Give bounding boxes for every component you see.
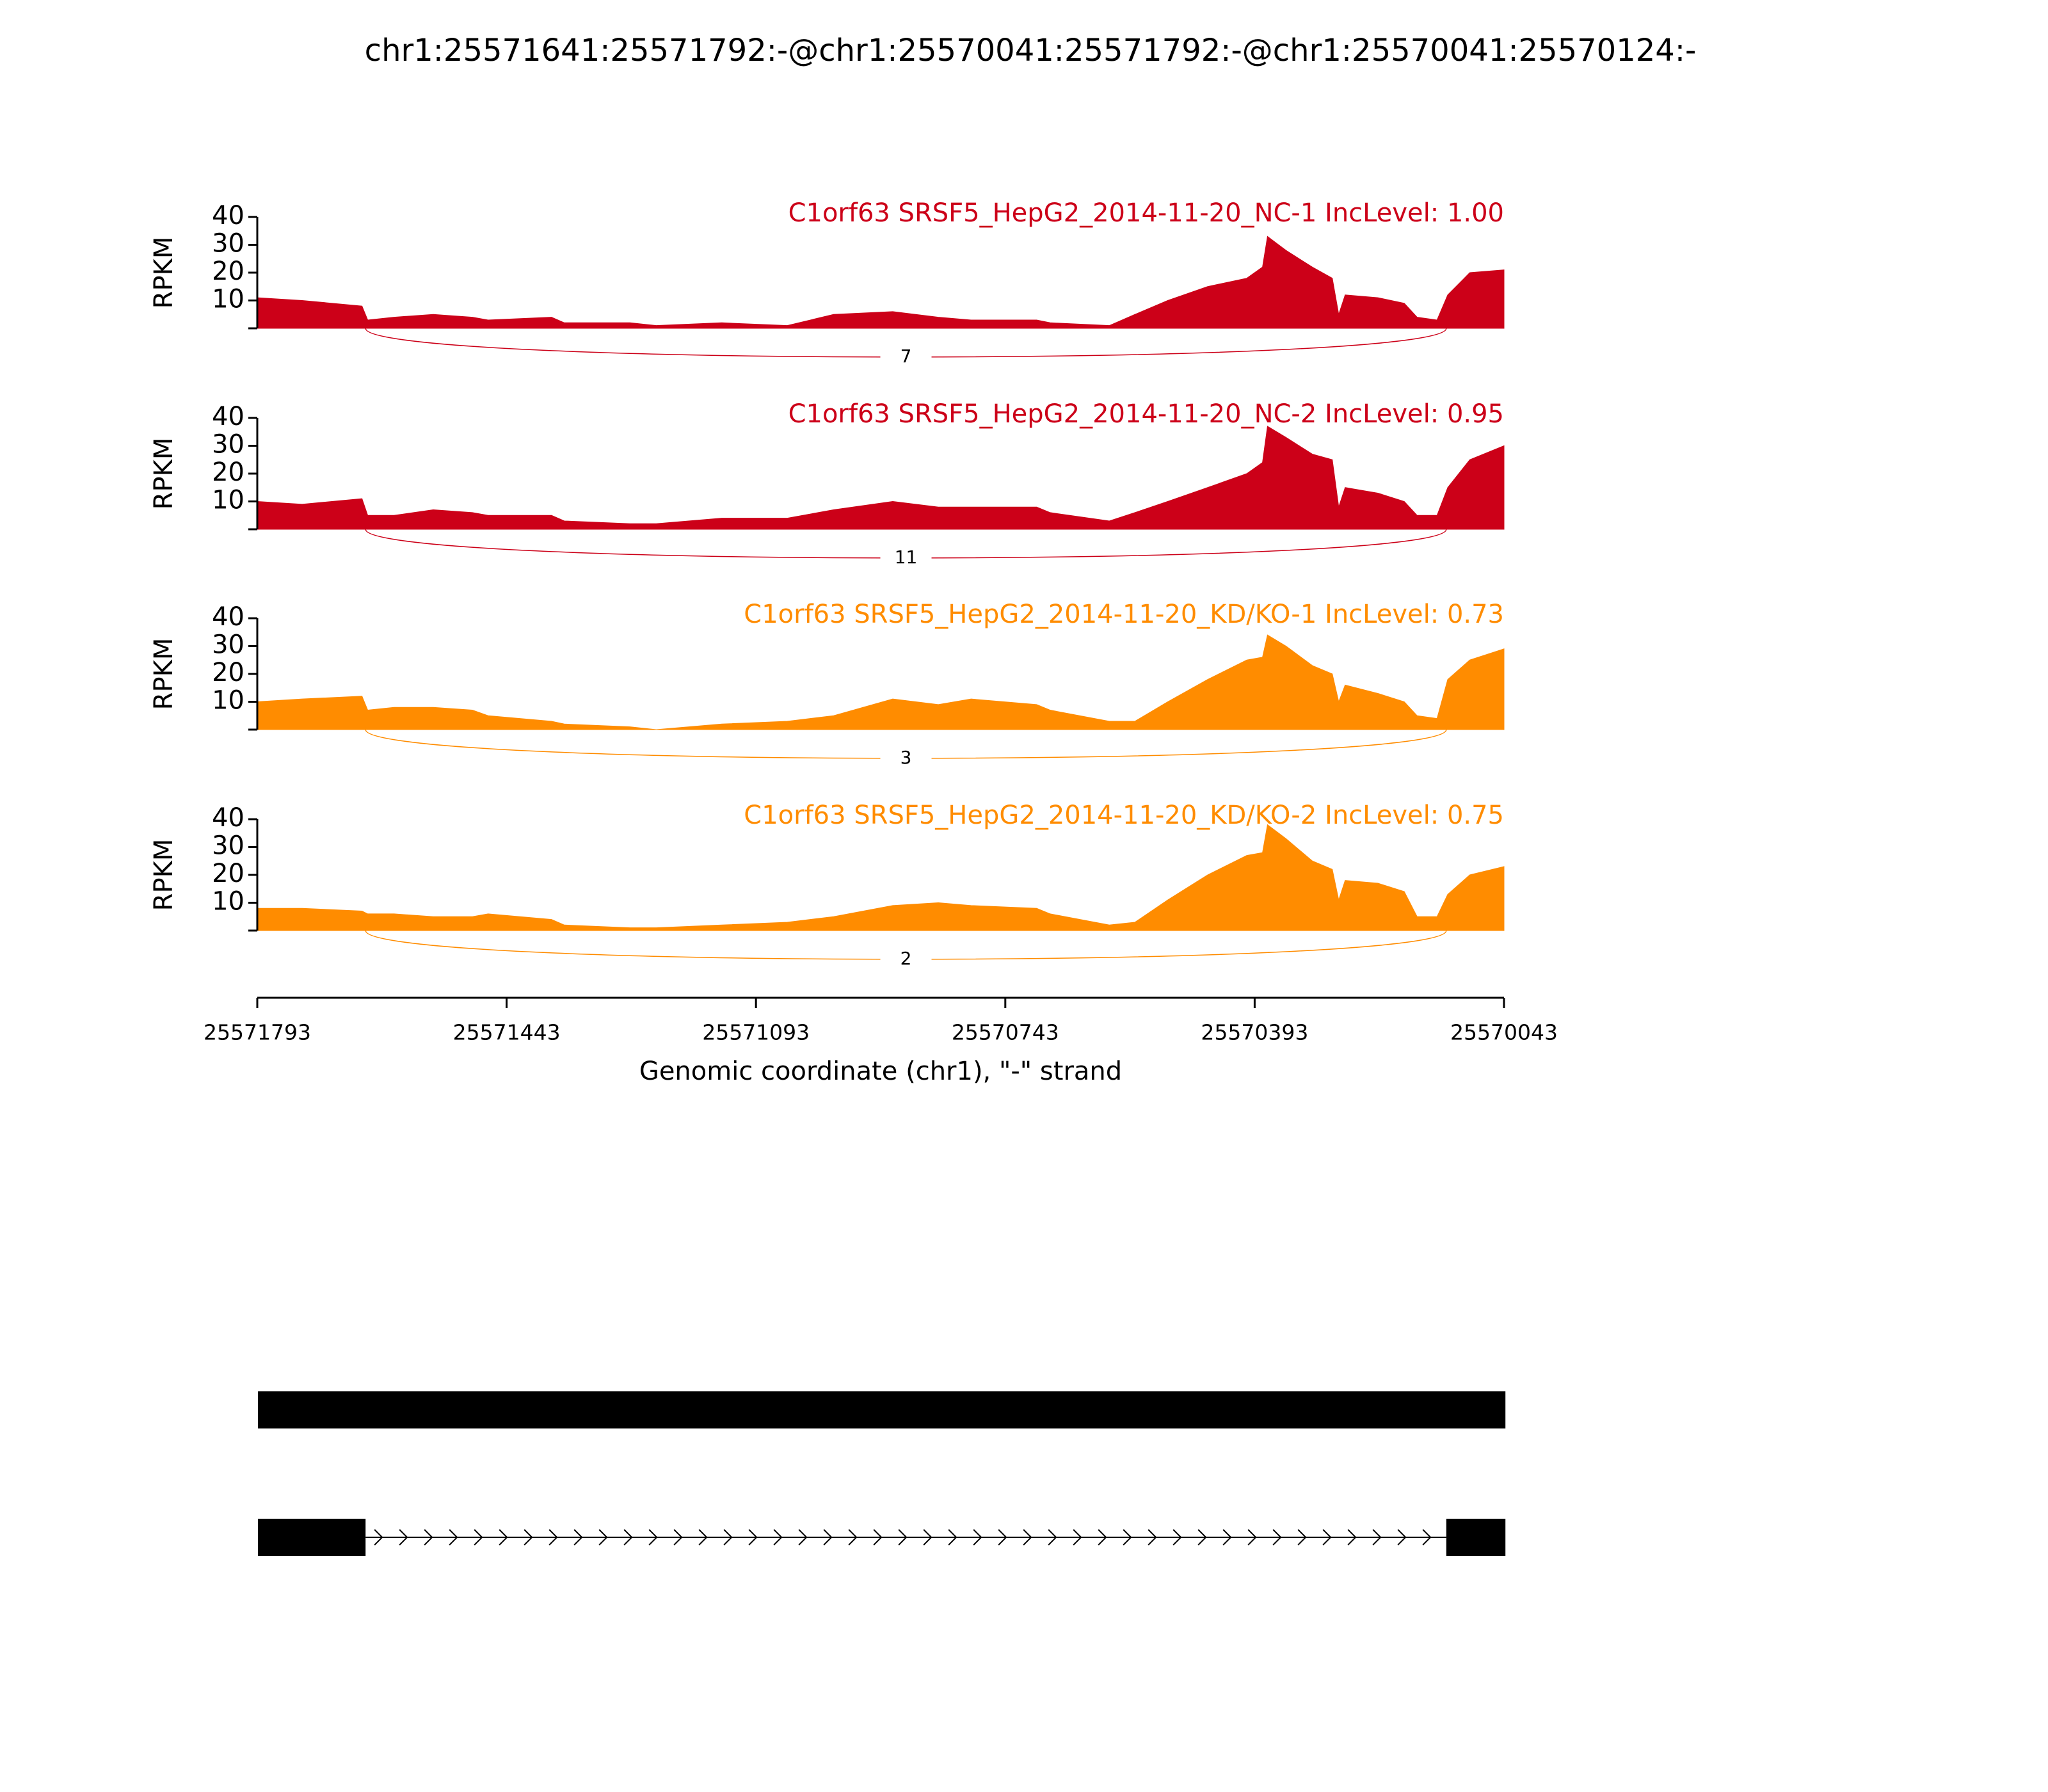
intron-chevron [1297, 1529, 1307, 1546]
intron-chevron [374, 1529, 383, 1546]
y-tick-label: 10 [212, 486, 244, 515]
intron-chevron [873, 1529, 883, 1546]
y-tick-label: 30 [212, 229, 244, 259]
intron-chevron [773, 1529, 783, 1546]
y-tick-label: 10 [212, 887, 244, 916]
exon [258, 1519, 366, 1556]
x-tick-label: 25570743 [952, 1020, 1059, 1045]
y-tick-label: 40 [212, 201, 244, 230]
intron-chevron [399, 1529, 408, 1546]
junction-label-bg [880, 346, 932, 369]
plot-title: chr1:25571641:25571792:-@chr1:25570041:2… [365, 33, 1697, 68]
junction-label-bg [880, 547, 932, 570]
y-axis-label: RPKM [149, 438, 179, 510]
x-tick-label: 25570393 [1201, 1020, 1308, 1045]
y-tick-label: 20 [212, 257, 244, 286]
intron-chevron [1123, 1529, 1132, 1546]
intron-chevron [1098, 1529, 1107, 1546]
junction-label-bg [880, 948, 932, 971]
panel-title: C1orf63 SRSF5_HepG2_2014-11-20_KD/KO-2 I… [744, 801, 1504, 830]
panel-title: C1orf63 SRSF5_HepG2_2014-11-20_NC-2 IncL… [788, 399, 1504, 429]
intron-chevron [1148, 1529, 1157, 1546]
exon [258, 1391, 1506, 1428]
y-tick-label: 10 [212, 686, 244, 716]
intron-chevron [623, 1529, 633, 1546]
intron-chevron [698, 1529, 708, 1546]
intron-chevron [424, 1529, 433, 1546]
intron-chevron [1048, 1529, 1057, 1546]
junction-count: 3 [900, 747, 912, 768]
y-tick-label: 20 [212, 458, 244, 487]
coverage-area [257, 426, 1505, 530]
intron-chevron [1422, 1529, 1432, 1546]
y-tick-label: 30 [212, 430, 244, 460]
x-axis-label: Genomic coordinate (chr1), "-" strand [639, 1057, 1122, 1086]
y-tick-label: 20 [212, 859, 244, 888]
coverage-area [257, 634, 1505, 730]
panel-title: C1orf63 SRSF5_HepG2_2014-11-20_KD/KO-1 I… [744, 600, 1504, 629]
intron-chevron [1073, 1529, 1082, 1546]
intron-chevron [1347, 1529, 1357, 1546]
x-tick-label: 25571443 [453, 1020, 561, 1045]
intron-chevron [648, 1529, 658, 1546]
intron-chevron [798, 1529, 808, 1546]
intron-chevron [1372, 1529, 1382, 1546]
y-axis-label: RPKM [149, 237, 179, 309]
intron-chevron [449, 1529, 458, 1546]
intron-chevron [1322, 1529, 1332, 1546]
y-tick-label: 20 [212, 658, 244, 687]
junction-count: 2 [900, 948, 912, 969]
exon [1446, 1519, 1506, 1556]
intron-chevron [823, 1529, 833, 1546]
x-tick-label: 25571093 [702, 1020, 810, 1045]
intron-chevron [573, 1529, 583, 1546]
y-tick-label: 10 [212, 285, 244, 314]
intron-chevron [598, 1529, 608, 1546]
intron-chevron [848, 1529, 858, 1546]
intron-chevron [1222, 1529, 1232, 1546]
intron-chevron [723, 1529, 733, 1546]
intron-chevron [499, 1529, 508, 1546]
intron-chevron [1197, 1529, 1207, 1546]
y-axis-label: RPKM [149, 839, 179, 911]
intron-chevron [748, 1529, 758, 1546]
junction-count: 7 [900, 346, 912, 367]
intron-chevron [973, 1529, 982, 1546]
x-tick-label: 25570043 [1450, 1020, 1558, 1045]
intron-chevron [998, 1529, 1007, 1546]
coverage-area [257, 824, 1505, 931]
intron-chevron [673, 1529, 683, 1546]
intron-chevron [1023, 1529, 1032, 1546]
y-tick-label: 40 [212, 602, 244, 632]
intron-chevron [1172, 1529, 1182, 1546]
intron-chevron [923, 1529, 932, 1546]
coverage-area [257, 236, 1505, 329]
intron-chevron [1247, 1529, 1257, 1546]
intron-chevron [898, 1529, 908, 1546]
y-axis-label: RPKM [149, 638, 179, 710]
intron-chevron [548, 1529, 558, 1546]
intron-chevron [1397, 1529, 1407, 1546]
x-tick-label: 25571793 [204, 1020, 311, 1045]
y-tick-label: 40 [212, 402, 244, 431]
y-tick-label: 30 [212, 831, 244, 861]
y-tick-label: 30 [212, 630, 244, 660]
intron-chevron [948, 1529, 957, 1546]
intron-chevron [524, 1529, 533, 1546]
y-tick-label: 40 [212, 803, 244, 833]
junction-label-bg [880, 747, 932, 770]
intron-chevron [474, 1529, 483, 1546]
intron-chevron [1272, 1529, 1282, 1546]
junction-count: 11 [895, 547, 918, 568]
panel-title: C1orf63 SRSF5_HepG2_2014-11-20_NC-1 IncL… [788, 198, 1504, 228]
